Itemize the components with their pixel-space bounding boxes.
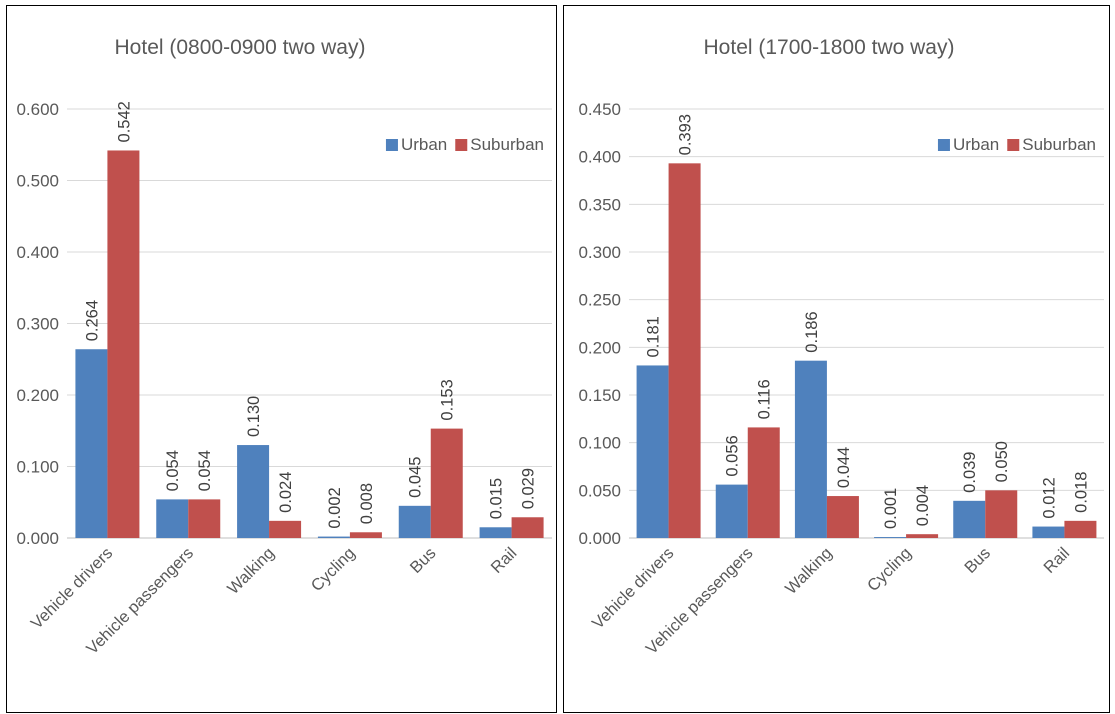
data-label: 0.008 xyxy=(358,483,376,524)
bar-urban xyxy=(1032,526,1065,538)
y-tick-label: 0.000 xyxy=(16,529,59,548)
legend-swatch xyxy=(1007,139,1020,151)
x-category-label: Bus xyxy=(961,544,994,577)
data-label: 0.044 xyxy=(835,447,853,488)
y-tick-label: 0.400 xyxy=(16,243,59,262)
bar-suburban xyxy=(188,499,221,538)
x-category-label: Cycling xyxy=(308,544,359,595)
y-tick-label: 0.200 xyxy=(578,338,621,357)
y-tick-label: 0.300 xyxy=(16,315,59,334)
bar-suburban xyxy=(985,490,1018,538)
bar-suburban xyxy=(906,534,939,538)
legend-label: Urban xyxy=(953,135,999,154)
data-label: 0.029 xyxy=(520,468,538,509)
bar-suburban xyxy=(269,520,302,538)
chart-title: Hotel (1700-1800 two way) xyxy=(704,36,955,59)
data-label: 0.015 xyxy=(488,478,506,519)
data-label: 0.050 xyxy=(993,441,1011,482)
data-label: 0.012 xyxy=(1040,477,1058,518)
data-label: 0.153 xyxy=(439,379,457,420)
bar-urban xyxy=(317,536,350,538)
bar-urban xyxy=(636,365,669,538)
y-tick-label: 0.100 xyxy=(578,434,621,453)
bar-urban xyxy=(398,505,431,538)
y-tick-label: 0.600 xyxy=(16,100,59,119)
legend-swatch xyxy=(455,139,468,151)
legend-swatch xyxy=(385,139,398,151)
data-label: 0.004 xyxy=(914,485,932,526)
y-tick-label: 0.000 xyxy=(578,529,621,548)
data-label: 0.001 xyxy=(882,488,900,529)
bar-urban xyxy=(874,537,907,538)
data-label: 0.393 xyxy=(677,114,695,155)
data-label: 0.116 xyxy=(756,379,774,419)
data-label: 0.181 xyxy=(645,316,663,357)
y-tick-label: 0.250 xyxy=(578,291,621,310)
bar-chart-pm: 0.000 0.050 0.100 0.150 0.200 0.250 0.300 0.350… xyxy=(578,36,1104,658)
data-label: 0.045 xyxy=(407,457,425,498)
x-category-label: Walking xyxy=(782,544,836,598)
bar-urban xyxy=(794,360,827,538)
x-category-label: Cycling xyxy=(864,544,915,595)
data-label: 0.186 xyxy=(803,311,821,352)
y-tick-label: 0.500 xyxy=(16,172,59,191)
data-label: 0.039 xyxy=(961,452,979,493)
bar-suburban xyxy=(511,517,544,538)
y-tick-label: 0.350 xyxy=(578,195,621,214)
legend-label: Suburban xyxy=(470,135,544,154)
bar-suburban xyxy=(349,532,382,538)
chart-panel-am: 0.000 0.100 0.200 0.300 0.400 0.500 0.600 Hotel… xyxy=(6,5,557,713)
bar-suburban xyxy=(1064,520,1097,538)
bar-urban xyxy=(156,499,189,538)
y-tick-label: 0.100 xyxy=(16,458,59,477)
bar-suburban xyxy=(747,427,780,538)
data-label: 0.054 xyxy=(196,450,214,491)
bar-chart-am: 0.000 0.100 0.200 0.300 0.400 0.500 0.600 Hotel… xyxy=(16,36,552,658)
legend-label: Suburban xyxy=(1022,135,1096,154)
bar-urban xyxy=(953,500,986,538)
data-label: 0.056 xyxy=(724,435,742,476)
x-category-label: Rail xyxy=(488,544,521,577)
x-category-label: Vehicle drivers xyxy=(28,544,117,633)
data-label: 0.542 xyxy=(115,101,133,142)
y-tick-label: 0.300 xyxy=(578,243,621,262)
data-label: 0.054 xyxy=(164,450,182,491)
x-category-label: Rail xyxy=(1040,544,1073,577)
data-label: 0.002 xyxy=(326,487,344,528)
bar-urban xyxy=(237,445,270,538)
data-label: 0.024 xyxy=(277,472,295,513)
legend-label: Urban xyxy=(401,135,447,154)
data-label: 0.264 xyxy=(83,300,101,341)
bar-suburban xyxy=(107,150,140,538)
bar-suburban xyxy=(826,496,859,538)
legend-swatch xyxy=(937,139,950,151)
y-tick-label: 0.150 xyxy=(578,386,621,405)
x-category-label: Bus xyxy=(407,544,440,577)
data-label: 0.130 xyxy=(245,396,263,437)
x-category-label: Vehicle drivers xyxy=(589,544,678,633)
y-tick-label: 0.400 xyxy=(578,148,621,167)
bar-urban xyxy=(479,527,512,538)
y-tick-label: 0.450 xyxy=(578,100,621,119)
bar-urban xyxy=(715,484,748,538)
bar-urban xyxy=(75,349,108,538)
y-tick-label: 0.200 xyxy=(16,386,59,405)
y-tick-label: 0.050 xyxy=(578,481,621,500)
chart-title: Hotel (0800-0900 two way) xyxy=(115,36,366,59)
bar-suburban xyxy=(430,428,463,538)
x-category-label: Walking xyxy=(224,544,278,598)
chart-panel-pm: 0.000 0.050 0.100 0.150 0.200 0.250 0.300 0.350… xyxy=(563,5,1110,713)
bar-suburban xyxy=(668,163,701,538)
data-label: 0.018 xyxy=(1072,472,1090,513)
